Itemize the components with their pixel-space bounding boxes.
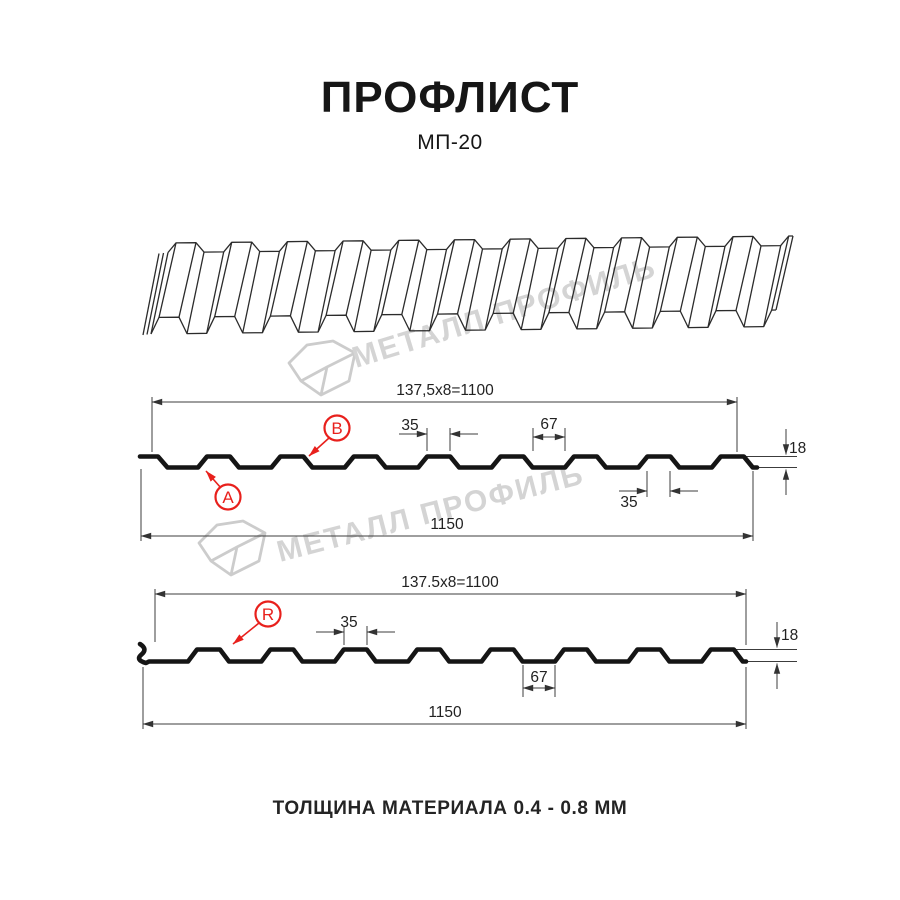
profile-cross-sections [136, 454, 760, 666]
dimension-lines [140, 397, 797, 729]
sheet-fold-line [158, 242, 177, 318]
sheet-fold-line [317, 250, 336, 333]
label-a-arrow [205, 470, 222, 489]
sheet-fold-line [512, 238, 531, 314]
dim-height-18-top: 18 [789, 440, 806, 457]
sheet-fold-line [409, 249, 428, 332]
sheet-fold-line [428, 249, 448, 331]
dim-rib-35-r: 35 [340, 614, 357, 631]
sheet-fold-line [687, 246, 706, 328]
sheet-fold-line [401, 240, 420, 315]
point-label-b: B [331, 419, 342, 438]
sheet-fold-line [735, 236, 754, 311]
dim-rib-35-top: 35 [401, 417, 418, 434]
sheet-fold-line [373, 249, 392, 332]
point-labels [205, 414, 351, 645]
sheet-fold-line [464, 248, 484, 331]
dim-module-top: 137,5x8=1100 [396, 382, 494, 399]
sheet-fold-line [771, 235, 790, 311]
point-label-r: R [262, 605, 274, 624]
dim-valley-67-r: 67 [530, 669, 547, 686]
sheet-fold-line [214, 242, 233, 317]
sheet-3d-view [142, 235, 794, 336]
dim-valley-67-top: 67 [540, 416, 557, 433]
sheet-fold-line [548, 238, 567, 313]
sheet-fold-line [743, 245, 762, 328]
metall-profil-logo-icon [287, 339, 357, 397]
sheet-fold-line [623, 237, 643, 312]
sheet-fold-line [261, 251, 281, 333]
dim-overall-1150-top: 1150 [430, 516, 464, 533]
label-r-circle [254, 600, 282, 628]
sheet-fold-line [603, 237, 623, 313]
sheet-fold-line [679, 236, 698, 312]
sheet-end-thickness [142, 253, 160, 336]
sheet-end-thickness [146, 252, 165, 335]
watermark-text: МЕТАЛЛ ПРОФИЛЬ [273, 458, 587, 569]
profile-section-r-side [136, 641, 749, 666]
sheet-fold-line [576, 247, 595, 330]
profile-section-a-side [137, 454, 760, 470]
sheet-fold-line [289, 241, 309, 316]
label-a-circle [214, 483, 242, 511]
dim-overall-1150-r: 1150 [428, 704, 462, 721]
sheet-fold-line [297, 250, 317, 333]
label-b-circle [323, 414, 351, 442]
sheet-fold-line [436, 239, 456, 315]
material-thickness-note: ТОЛЩИНА МАТЕРИАЛА 0.4 - 0.8 ММ [272, 798, 628, 819]
sheet-fold-line [775, 235, 794, 311]
page-title: ПРОФЛИСТ [320, 73, 580, 122]
sheet-fold-line [651, 246, 670, 329]
dim-rib-35-bottom: 35 [620, 494, 637, 511]
sheet-fold-line [763, 245, 782, 327]
label-b-arrow [308, 437, 330, 457]
sheet-fold-line [540, 247, 559, 330]
sheet-fold-line [186, 251, 205, 334]
sheet-fold-line [206, 251, 225, 334]
label-r-arrow [232, 622, 260, 645]
dim-module-bottom: 137.5x8=1100 [401, 574, 499, 591]
sheet-fold-line [178, 242, 197, 318]
metall-profil-logo-icon [197, 519, 267, 577]
sheet-fold-line [707, 246, 726, 328]
sheet-fold-line [492, 239, 511, 314]
point-label-a: A [222, 488, 234, 507]
sheet-fold-line [595, 247, 615, 329]
sheet-fold-line [325, 240, 344, 316]
dim-height-18-r: 18 [781, 627, 798, 644]
sheet-fold-line [484, 248, 503, 331]
sheet-fold-line [234, 241, 253, 317]
sheet-fold-line [242, 251, 261, 334]
sheet-far-edge [167, 235, 793, 253]
sheet-fold-line [568, 238, 587, 313]
sheet-fold-line [715, 236, 734, 311]
sheet-fold-line [269, 241, 289, 317]
sheet-fold-line [345, 240, 364, 316]
sheet-fold-line [520, 248, 539, 330]
sheet-fold-line [353, 250, 372, 332]
sheet-fold-line [150, 252, 169, 335]
sheet-fold-line [381, 240, 400, 315]
sheet-fold-line [456, 239, 476, 314]
model-name: МП-20 [417, 131, 483, 154]
sheet-fold-line [631, 246, 651, 329]
sheet-fold-line [659, 237, 678, 312]
